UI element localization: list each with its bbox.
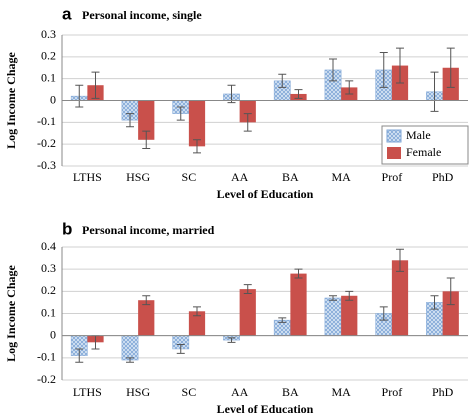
x-tick-label: HSG bbox=[126, 170, 150, 184]
x-tick-label: PhD bbox=[432, 385, 454, 399]
x-tick-label: Prof bbox=[382, 385, 403, 399]
x-tick-label: BA bbox=[282, 385, 299, 399]
x-tick-label: SC bbox=[182, 170, 197, 184]
bar bbox=[391, 260, 409, 336]
x-tick-label: LTHS bbox=[73, 385, 102, 399]
y-tick-label: 0.4 bbox=[41, 239, 56, 253]
y-tick-label: 0.2 bbox=[41, 283, 56, 297]
x-tick-label: PhD bbox=[432, 170, 454, 184]
error-bar bbox=[227, 84, 236, 104]
x-tick-label: SC bbox=[182, 385, 197, 399]
bar bbox=[138, 300, 155, 336]
y-tick-label: 0.3 bbox=[41, 27, 56, 41]
error-bar bbox=[192, 139, 201, 154]
error-bar bbox=[142, 130, 151, 150]
bar bbox=[324, 297, 342, 336]
error-bar bbox=[446, 277, 455, 306]
error-bar bbox=[395, 248, 404, 272]
legend-swatch bbox=[387, 147, 401, 159]
bar bbox=[290, 273, 307, 336]
y-axis-title: Log Income Chage bbox=[4, 52, 18, 149]
chart-title: Personal income, married bbox=[82, 223, 215, 237]
error-bar bbox=[395, 47, 404, 84]
error-bar bbox=[430, 71, 439, 112]
x-tick-label: HSG bbox=[126, 385, 150, 399]
y-tick-label: 0.2 bbox=[41, 49, 56, 63]
error-bar bbox=[227, 337, 236, 343]
error-bar bbox=[278, 73, 287, 88]
y-tick-label: -0.2 bbox=[37, 136, 56, 150]
y-tick-label: 0.1 bbox=[41, 70, 56, 84]
y-tick-label: 0.3 bbox=[41, 261, 56, 275]
error-bar bbox=[329, 295, 338, 301]
error-bar bbox=[430, 295, 439, 310]
x-axis-title: Level of Education bbox=[217, 187, 314, 201]
error-bar bbox=[294, 268, 303, 279]
bar bbox=[188, 311, 206, 336]
legend-swatch bbox=[386, 129, 402, 143]
legend-label: Female bbox=[406, 145, 441, 159]
y-tick-label: -0.2 bbox=[37, 372, 56, 386]
error-bar bbox=[75, 348, 84, 363]
x-tick-label: BA bbox=[282, 170, 299, 184]
y-tick-label: -0.1 bbox=[37, 114, 56, 128]
error-bar bbox=[142, 295, 151, 306]
bar bbox=[239, 289, 256, 336]
chart-title: Personal income, single bbox=[82, 8, 202, 22]
error-bar bbox=[379, 306, 388, 321]
x-tick-label: MA bbox=[331, 170, 351, 184]
y-tick-label: 0 bbox=[50, 327, 56, 341]
error-bar bbox=[192, 306, 201, 317]
bar bbox=[239, 100, 256, 123]
error-bar bbox=[379, 51, 388, 88]
error-bar bbox=[176, 344, 185, 354]
bar bbox=[341, 295, 358, 336]
x-tick-label: MA bbox=[331, 385, 351, 399]
error-bar bbox=[243, 284, 252, 295]
x-tick-label: LTHS bbox=[73, 170, 102, 184]
panel-label: a bbox=[62, 4, 72, 23]
y-tick-label: -0.1 bbox=[37, 350, 56, 364]
error-bar bbox=[91, 71, 100, 99]
bar bbox=[188, 100, 206, 147]
panel-label: b bbox=[62, 219, 72, 238]
x-axis-title: Level of Education bbox=[217, 402, 314, 416]
legend-label: Male bbox=[406, 128, 431, 142]
x-tick-label: Prof bbox=[382, 170, 403, 184]
bar bbox=[121, 335, 139, 361]
error-bar bbox=[176, 106, 185, 121]
y-axis-title: Log Income Chage bbox=[4, 265, 18, 362]
error-bar bbox=[345, 290, 354, 301]
x-tick-label: AA bbox=[231, 385, 249, 399]
error-bar bbox=[345, 80, 354, 95]
error-bar bbox=[243, 113, 252, 132]
error-bar bbox=[329, 58, 338, 82]
y-tick-label: 0 bbox=[50, 92, 56, 106]
error-bar bbox=[294, 89, 303, 99]
error-bar bbox=[126, 113, 135, 128]
bar bbox=[442, 291, 459, 336]
error-bar bbox=[126, 357, 135, 363]
bar bbox=[138, 100, 155, 140]
error-bar bbox=[278, 317, 287, 323]
y-tick-label: -0.3 bbox=[37, 158, 56, 172]
error-bar bbox=[75, 84, 84, 108]
y-tick-label: 0.1 bbox=[41, 305, 56, 319]
error-bar bbox=[446, 47, 455, 88]
x-tick-label: AA bbox=[231, 170, 249, 184]
